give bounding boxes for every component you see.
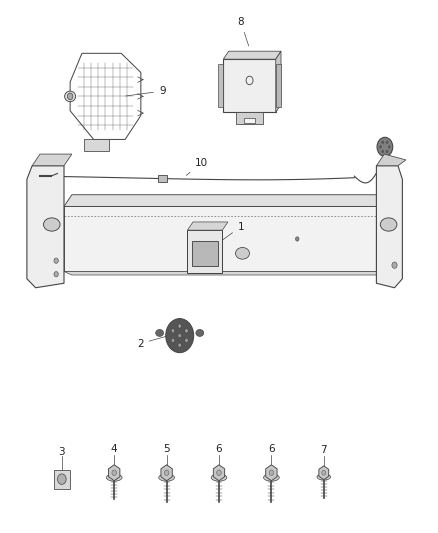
Text: 4: 4	[111, 444, 117, 454]
Polygon shape	[64, 206, 376, 271]
Circle shape	[164, 470, 169, 475]
Circle shape	[381, 150, 384, 153]
Circle shape	[166, 319, 194, 353]
Polygon shape	[27, 166, 64, 288]
Circle shape	[178, 334, 181, 338]
FancyBboxPatch shape	[158, 175, 166, 182]
Circle shape	[178, 324, 181, 328]
Polygon shape	[276, 51, 281, 112]
Text: 10: 10	[186, 158, 208, 175]
Circle shape	[392, 262, 397, 268]
Polygon shape	[187, 222, 228, 230]
Ellipse shape	[43, 218, 60, 231]
Polygon shape	[223, 51, 281, 59]
Ellipse shape	[317, 474, 331, 480]
Text: 9: 9	[126, 86, 166, 96]
Circle shape	[296, 237, 299, 241]
Polygon shape	[32, 154, 72, 166]
Text: 2: 2	[137, 336, 166, 349]
Polygon shape	[64, 195, 384, 206]
Circle shape	[217, 470, 221, 475]
Text: 7: 7	[321, 445, 327, 455]
Text: 1: 1	[221, 222, 244, 241]
FancyBboxPatch shape	[192, 241, 218, 266]
Ellipse shape	[380, 218, 397, 231]
Polygon shape	[376, 154, 406, 166]
Circle shape	[54, 258, 58, 263]
Ellipse shape	[196, 329, 204, 336]
Circle shape	[67, 93, 73, 100]
Circle shape	[386, 150, 389, 153]
FancyBboxPatch shape	[218, 64, 223, 107]
Circle shape	[57, 474, 66, 484]
Text: 6: 6	[215, 444, 223, 454]
Text: 6: 6	[268, 444, 275, 454]
Polygon shape	[376, 166, 403, 288]
Ellipse shape	[106, 474, 122, 481]
Circle shape	[178, 343, 181, 348]
Polygon shape	[84, 140, 110, 151]
Ellipse shape	[65, 91, 76, 102]
Circle shape	[185, 338, 188, 343]
Circle shape	[381, 141, 384, 144]
Text: 5: 5	[163, 444, 170, 454]
Ellipse shape	[211, 474, 227, 481]
Circle shape	[112, 470, 117, 475]
FancyBboxPatch shape	[223, 59, 276, 112]
Ellipse shape	[155, 329, 163, 336]
Polygon shape	[237, 112, 263, 124]
Circle shape	[386, 141, 389, 144]
Circle shape	[185, 329, 188, 333]
Circle shape	[269, 470, 274, 475]
Ellipse shape	[264, 474, 279, 481]
FancyBboxPatch shape	[244, 118, 255, 123]
Text: 8: 8	[237, 17, 249, 46]
Circle shape	[377, 138, 393, 157]
Ellipse shape	[159, 474, 174, 481]
Polygon shape	[64, 271, 384, 275]
FancyBboxPatch shape	[187, 230, 223, 273]
Ellipse shape	[236, 247, 250, 259]
Polygon shape	[54, 470, 70, 489]
Circle shape	[322, 470, 326, 475]
Circle shape	[171, 329, 175, 333]
Circle shape	[54, 271, 58, 277]
Text: 3: 3	[59, 447, 65, 456]
Circle shape	[379, 146, 382, 149]
Circle shape	[171, 338, 175, 343]
Circle shape	[388, 146, 391, 149]
FancyBboxPatch shape	[276, 64, 281, 107]
